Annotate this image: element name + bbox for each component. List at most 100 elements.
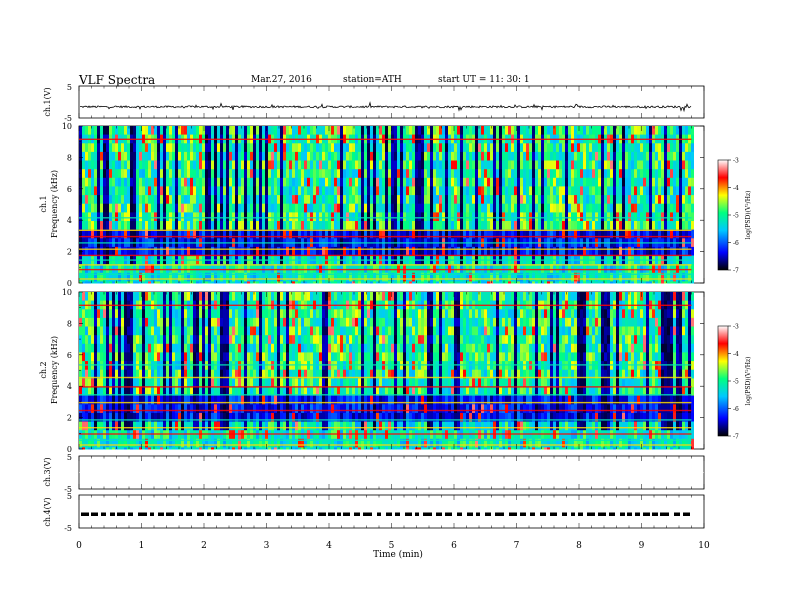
- spectrogram-cell: [409, 221, 412, 231]
- spectrogram-cell: [256, 272, 259, 282]
- spectrogram-cell: [172, 272, 175, 282]
- spectrogram-cell: [268, 212, 271, 222]
- spectrogram-cell: [643, 264, 646, 274]
- spectrogram-cell: [94, 272, 97, 282]
- spectrogram-cell: [163, 203, 166, 213]
- spectrogram-cell: [190, 326, 193, 336]
- spectrogram-cell: [100, 317, 103, 327]
- spectrogram-band: [79, 235, 692, 238]
- spectrogram-cell: [685, 160, 688, 170]
- spectrogram-cell: [136, 326, 139, 336]
- spectrogram-cell: [187, 421, 190, 431]
- spectrogram-cell: [100, 292, 103, 302]
- spectrogram-cell: [451, 169, 454, 179]
- spectrogram-cell: [157, 395, 160, 405]
- spectrogram-cell: [361, 160, 364, 170]
- spectrogram-cell: [409, 281, 412, 284]
- spectrogram-cell: [163, 395, 166, 405]
- spectrogram-cell: [469, 221, 472, 231]
- spectrogram-cell: [631, 281, 634, 284]
- spectrogram-cell: [652, 229, 655, 239]
- spectrogram-cell: [337, 281, 340, 284]
- spectrogram-cell: [418, 177, 421, 187]
- spectrogram-cell: [91, 221, 94, 231]
- spectrogram-cell: [121, 292, 124, 302]
- ch1-ylabel-frequency: Frequency (kHz): [50, 170, 59, 238]
- spectrogram-cell: [181, 151, 184, 161]
- spectrogram-cell: [295, 160, 298, 170]
- spectrogram-cell: [313, 186, 316, 196]
- spectrogram-cell: [499, 203, 502, 213]
- spectrogram-cell: [247, 281, 250, 284]
- spectrogram-cell: [331, 126, 334, 136]
- spectrogram-cell: [658, 203, 661, 213]
- spectrogram-cell: [151, 412, 154, 422]
- spectrogram-cell: [205, 378, 208, 388]
- spectrogram-cell: [631, 160, 634, 170]
- spectrogram-cell: [106, 281, 109, 284]
- spectrogram-cell: [106, 430, 109, 440]
- spectrogram-cell: [157, 126, 160, 136]
- spectrogram-cell: [316, 169, 319, 179]
- spectrogram-band: [79, 229, 692, 231]
- spectrogram-cell: [193, 343, 196, 353]
- spectrogram-cell: [85, 335, 88, 345]
- spectrogram-cell: [472, 186, 475, 196]
- spectrogram-cell: [631, 169, 634, 179]
- spectrogram-cell: [544, 186, 547, 196]
- spectrogram-cell: [136, 378, 139, 388]
- spectrogram-cell: [331, 272, 334, 282]
- spectrogram-cell: [325, 126, 328, 136]
- spectrogram-cell: [253, 246, 256, 256]
- spectrogram-cell: [97, 203, 100, 213]
- spectrogram-cell: [652, 221, 655, 231]
- spectrogram-cell: [385, 212, 388, 222]
- spectrogram-cell: [172, 430, 175, 440]
- spectrogram-cell: [106, 326, 109, 336]
- spectrogram-cell: [397, 264, 400, 274]
- spectrogram-cell: [145, 186, 148, 196]
- spectrogram-cell: [100, 186, 103, 196]
- spectrogram-cell: [106, 343, 109, 353]
- ch1-ytick-top: 5: [67, 83, 72, 92]
- spectrogram-cell: [199, 246, 202, 256]
- spectrogram-cell: [202, 292, 205, 302]
- spectrogram-cell: [544, 169, 547, 179]
- spectrogram-cell: [268, 221, 271, 231]
- spectrogram-cell: [115, 221, 118, 231]
- spectrogram-cell: [328, 143, 331, 153]
- spectrogram-cell: [646, 195, 649, 205]
- spectrogram-cell: [88, 361, 91, 371]
- spectrogram-cell: [193, 272, 196, 282]
- spectrogram-cell: [118, 203, 121, 213]
- spectrogram-cell: [496, 143, 499, 153]
- spectrogram-cell: [91, 438, 94, 448]
- spectrogram-cell: [103, 160, 106, 170]
- spectrogram-cell: [400, 281, 403, 284]
- spectrogram-cell: [211, 186, 214, 196]
- spectrogram-cell: [340, 151, 343, 161]
- spectrogram-cell: [190, 126, 193, 136]
- spectrogram-cell: [97, 369, 100, 379]
- spectrogram-cell: [367, 195, 370, 205]
- spectrogram-cell: [661, 221, 664, 231]
- spectrogram-cell: [211, 272, 214, 282]
- spectrogram-cell: [535, 212, 538, 222]
- spectrogram-cell: [571, 229, 574, 239]
- spectrogram-cell: [625, 126, 628, 136]
- spectrogram-cell: [262, 246, 265, 256]
- spectrogram-cell: [226, 246, 229, 256]
- spectrogram-cell: [262, 203, 265, 213]
- spectrogram-cell: [166, 361, 169, 371]
- spectrogram-cell: [640, 212, 643, 222]
- spectrogram-cell: [304, 246, 307, 256]
- spectrogram-cell: [220, 246, 223, 256]
- spectrogram-cell: [199, 335, 202, 345]
- spectrogram-cell: [145, 246, 148, 256]
- spectrogram-cell: [322, 169, 325, 179]
- spectrogram-cell: [133, 212, 136, 222]
- spectrogram-cell: [607, 151, 610, 161]
- spectrogram-cell: [415, 143, 418, 153]
- spectrogram-cell: [193, 430, 196, 440]
- spectrogram-cell: [247, 246, 250, 256]
